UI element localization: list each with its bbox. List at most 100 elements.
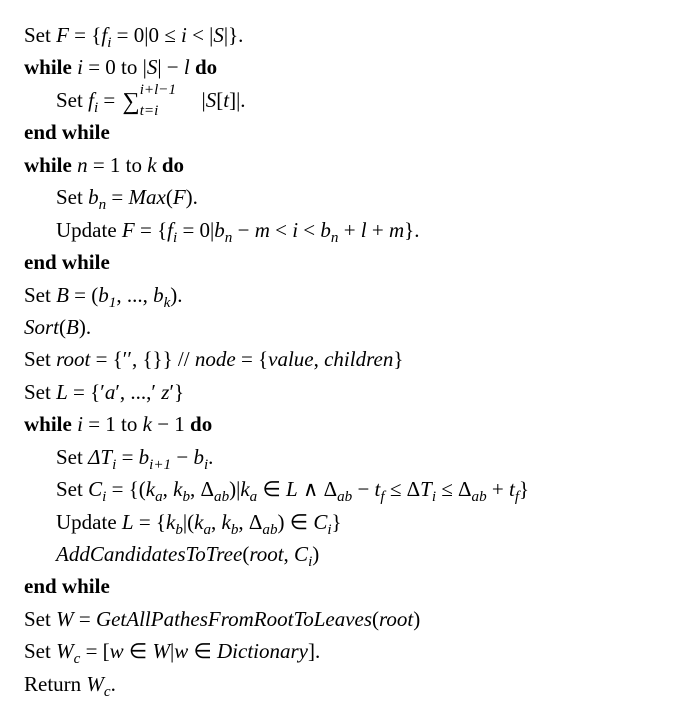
text: − [171,445,193,469]
algo-line-19: Set W = GetAllPathesFromRootToLeaves(roo… [24,604,666,634]
text: | − [157,55,184,79]
set-text: Set [24,607,56,631]
update-text: Update [56,218,122,242]
var: m [255,218,270,242]
var: W [56,639,74,663]
text: = 0| [177,218,214,242]
var: b [320,218,331,242]
text: ) [312,542,319,566]
while-kw: while [24,153,72,177]
text: ) ∈ [278,510,314,534]
var: b [214,218,225,242]
text: + [487,477,509,501]
text: } [332,510,342,534]
text: |}. [224,23,244,47]
var: b [153,283,164,307]
var: k [146,477,155,501]
text: , [314,347,325,371]
algo-line-15: Set Ci = {(ka, kb, Δab)|ka ∈ L ∧ Δab − t… [56,474,666,504]
text: + [367,218,389,242]
var: L [286,477,298,501]
var: C [313,510,327,534]
var: k [147,153,156,177]
text: = 0|0 ≤ [111,23,181,47]
var: m [389,218,404,242]
sub: a [203,522,211,538]
var: S [147,55,158,79]
text: ∧ Δ [298,477,337,501]
text: = 1 to [88,153,148,177]
text: ≤ Δ [436,477,472,501]
text: = 0 to | [83,55,147,79]
var: w [174,639,188,663]
text: = { [69,23,101,47]
set-text: Set [24,347,56,371]
text: = [ [80,639,109,663]
text: )| [229,477,240,501]
var: n [77,153,88,177]
text: − [352,477,374,501]
text: ). [170,283,182,307]
sigma-upper: i+l−1 [140,83,176,98]
algo-line-4: end while [24,117,666,147]
var: F [173,185,186,209]
var: l [184,55,190,79]
return-text: Return [24,672,86,696]
sub: i+1 [149,457,171,473]
set-text: Set [24,23,56,47]
text: ]. [308,639,320,663]
sub: a [155,489,163,505]
text: }. [404,218,419,242]
text: = ( [69,283,98,307]
var: F [122,218,135,242]
text: ∈ [257,477,286,501]
algo-line-10: Sort(B). [24,312,666,342]
var: w [110,639,124,663]
var: root [56,347,90,371]
var: b [193,445,204,469]
var: W [152,639,170,663]
var: root [379,607,413,631]
endwhile-kw: end while [24,250,110,274]
algo-line-6: Set bn = Max(F). [56,182,666,212]
sub: ab [262,522,277,538]
text: , [284,542,295,566]
var: L [56,380,68,404]
text: = { [134,510,166,534]
while-kw: while [24,55,72,79]
text: ) [413,607,420,631]
text: , [211,510,222,534]
var: k [166,510,175,534]
sub: ab [214,489,229,505]
var: T [420,477,432,501]
while-kw: while [24,412,72,436]
algo-line-2: while i = 0 to |S| − l do [24,52,666,82]
set-text: Set [24,380,56,404]
algo-line-18: end while [24,571,666,601]
algo-line-9: Set B = (b1, ..., bk). [24,280,666,310]
var: W [86,672,104,696]
set-text: Set [56,185,88,209]
var: B [66,315,79,339]
text: = [116,445,138,469]
fn: AddCandidatesToTree [56,542,242,566]
text: < [270,218,292,242]
text: = 1 to [83,412,143,436]
text: ( [166,185,173,209]
text: + [338,218,360,242]
text: ≤ Δ [385,477,421,501]
text: , [163,477,174,501]
text: ). [186,185,198,209]
sub: c [104,684,111,700]
set-text: Set [56,88,88,112]
var: W [56,607,74,631]
algo-line-5: while n = 1 to k do [24,150,666,180]
do-kw: do [190,412,212,436]
var: root [249,542,283,566]
text: } [519,477,529,501]
var: k [240,477,249,501]
var: ΔT [88,445,112,469]
algo-line-1: Set F = {fi = 0|0 ≤ i < |S|}. [24,20,666,50]
var: C [294,542,308,566]
text: |( [183,510,194,534]
